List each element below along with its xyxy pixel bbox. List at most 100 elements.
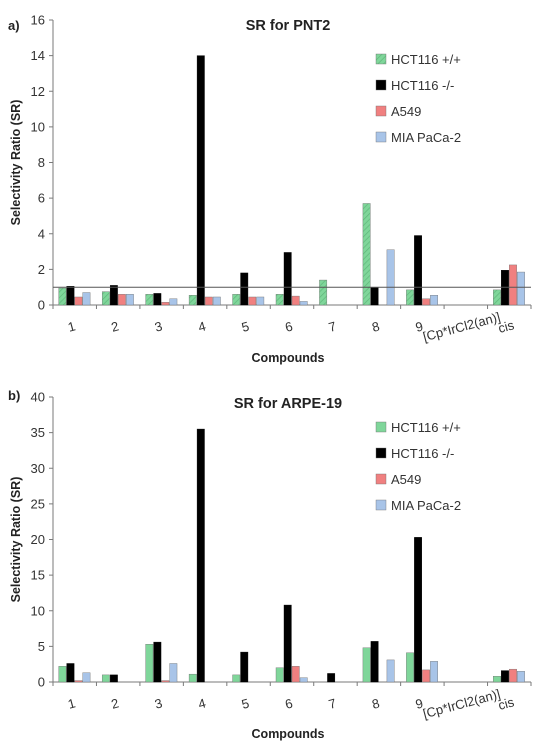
bar-hct116--5	[232, 294, 241, 306]
bar-hct116--1	[66, 663, 75, 683]
y-tick-label: 2	[38, 262, 45, 277]
bar-mia-paca-2-5	[256, 296, 265, 306]
bar-mia-paca-2-8	[386, 659, 395, 683]
legend-swatch	[375, 79, 387, 91]
bar-hct116--8	[370, 641, 379, 683]
x-tick-label: 4	[196, 318, 207, 334]
bar-hct116--6	[283, 604, 292, 683]
y-tick-label: 0	[38, 675, 45, 690]
y-tick-label: 35	[31, 425, 45, 440]
x-tick-label: 3	[153, 695, 164, 711]
bar-mia-paca-2-3	[169, 663, 178, 683]
bar-hct116--3	[145, 644, 154, 683]
y-tick-label: 20	[31, 532, 45, 547]
bar-hct116--7	[319, 279, 328, 306]
bar-hct116--8	[362, 647, 371, 683]
legend-swatch	[375, 131, 387, 143]
bar-a549-9	[422, 298, 430, 306]
bar-hct116--2	[109, 674, 118, 683]
bar-hct116--6	[283, 252, 292, 306]
y-tick-label: 25	[31, 496, 45, 511]
bar-hct116--4	[196, 428, 205, 683]
chart-title: SR for PNT2	[246, 18, 331, 34]
bar-hct116--3	[145, 294, 154, 306]
y-axis-title: Selectivity Ratio (SR)	[9, 100, 23, 226]
bar-hct116--8	[370, 287, 379, 306]
legend-label: HCT116 -/-	[391, 446, 454, 461]
x-tick-label: 9	[414, 318, 425, 334]
legend-swatch	[375, 447, 387, 459]
legend-swatch	[375, 421, 387, 433]
legend-swatch	[375, 499, 387, 511]
bar-mia-paca-2-4	[212, 296, 221, 306]
bar-mia-paca-2-8	[386, 249, 395, 306]
x-tick-label: 8	[370, 318, 381, 334]
bar-a549-cis	[509, 264, 517, 306]
y-tick-label: 8	[38, 155, 45, 170]
x-tick-label: 7	[327, 695, 338, 711]
y-tick-label: 0	[38, 298, 45, 313]
x-tick-label: 2	[110, 695, 121, 711]
panel-label: b)	[8, 388, 20, 403]
x-tick-label: 9	[414, 695, 425, 711]
x-tick-label: [Cp*IrCl2(an)]	[421, 309, 502, 344]
bar-hct116--5	[232, 674, 241, 683]
bar-a549-3	[161, 302, 170, 306]
bar-hct116--cis	[493, 289, 501, 306]
bar-hct116--2	[101, 674, 110, 683]
bar-hct116--2	[101, 291, 110, 306]
bar-hct116--6	[275, 294, 284, 306]
x-tick-label: 7	[327, 318, 338, 334]
bar-mia-paca-2-1	[82, 292, 91, 306]
x-tick-label: 4	[196, 695, 207, 711]
x-tick-label: 5	[240, 695, 251, 711]
bar-hct116--4	[188, 673, 197, 683]
bar-mia-paca-2-cis	[517, 271, 525, 306]
bar-a549-1	[74, 680, 83, 683]
legend-swatch	[375, 53, 387, 65]
bar-a549-6	[291, 295, 300, 306]
bar-hct116--5	[240, 651, 249, 683]
legend-swatch	[375, 105, 387, 117]
bar-hct116--3	[153, 641, 162, 683]
y-axis-title: Selectivity Ratio (SR)	[9, 477, 23, 603]
bar-mia-paca-2-3	[169, 298, 178, 306]
bar-mia-paca-2-6	[299, 301, 308, 306]
x-axis-title: Compounds	[252, 351, 325, 365]
bar-hct116--1	[66, 286, 75, 306]
legend-label: HCT116 +/+	[391, 52, 461, 67]
y-tick-label: 16	[31, 13, 45, 28]
bar-hct116--7	[327, 673, 336, 683]
legend-label: MIA PaCa-2	[391, 130, 461, 145]
bar-a549-3	[161, 680, 170, 683]
bar-hct116--6	[275, 667, 284, 683]
bar-hct116--4	[188, 295, 197, 306]
x-tick-label: 5	[240, 318, 251, 334]
bar-hct116--5	[240, 272, 249, 306]
bar-hct116--9	[414, 537, 422, 683]
legend-label: MIA PaCa-2	[391, 498, 461, 513]
bar-hct116--2	[109, 285, 118, 306]
y-tick-label: 40	[31, 390, 45, 405]
y-tick-label: 14	[31, 48, 45, 63]
bar-hct116--cis	[493, 676, 501, 683]
chart-panel-2: b) SR for ARPE-19 0 5 10 15 20 25 30 35 40 1 2 3 4 5 6 7 8…	[8, 388, 532, 741]
bar-hct116--1	[58, 666, 67, 683]
bar-a549-5	[248, 296, 257, 306]
x-axis-title: Compounds	[252, 727, 325, 741]
x-tick-label: cis	[496, 317, 516, 336]
x-tick-label: 1	[66, 318, 77, 334]
legend-label: HCT116 +/+	[391, 420, 461, 435]
x-tick-label: cis	[496, 694, 516, 713]
bar-mia-paca-2-9	[430, 295, 438, 306]
bar-mia-paca-2-cis	[517, 671, 525, 683]
y-tick-label: 5	[38, 639, 45, 654]
bar-mia-paca-2-1	[82, 672, 91, 683]
legend-label: A549	[391, 104, 421, 119]
chart-title: SR for ARPE-19	[234, 396, 342, 412]
bar-a549-4	[204, 296, 213, 306]
bar-mia-paca-2-6	[299, 677, 308, 683]
x-tick-label: 3	[153, 318, 164, 334]
